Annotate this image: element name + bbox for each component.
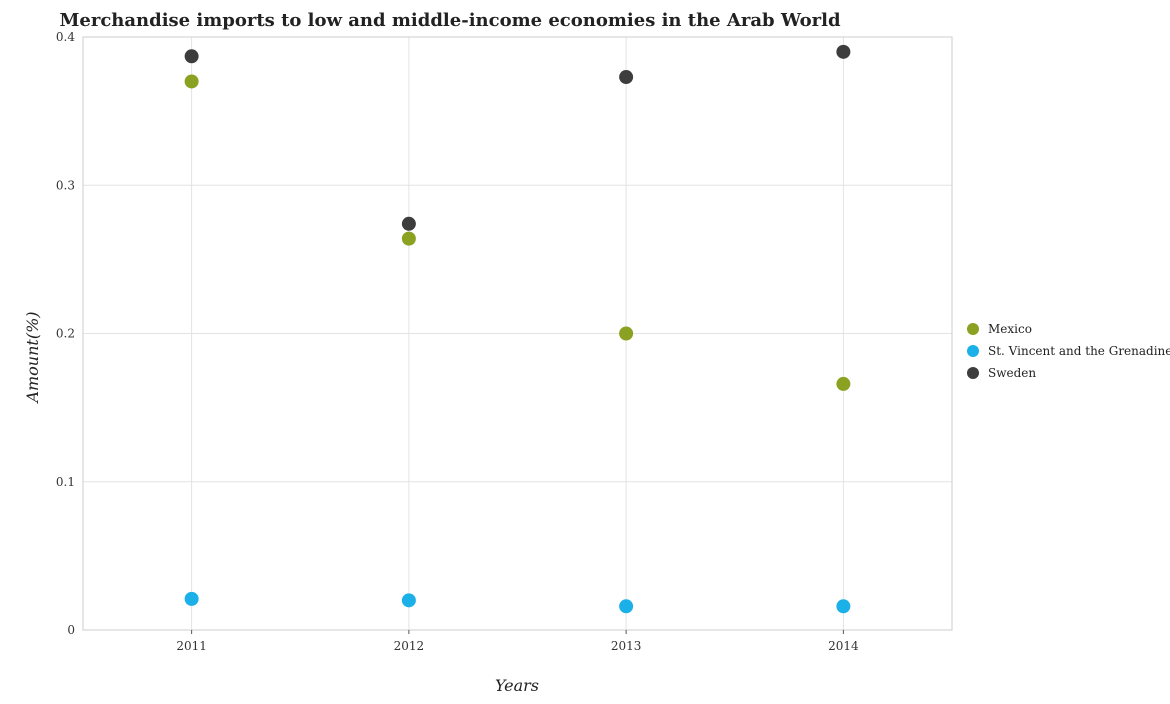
x-tick-label: 2014 [828,639,859,653]
y-axis-label: Amount(%) [23,311,42,404]
legend-label: St. Vincent and the Grenadines [988,344,1170,358]
y-tick-label: 0.3 [56,178,75,192]
legend-marker [967,323,979,335]
data-points [184,44,851,614]
chart-title: Merchandise imports to low and middle-in… [59,10,840,31]
tick-labels: 0 0.1 0.2 0.3 0.4 2011 2012 2013 2014 [56,30,859,653]
data-point-mexico [184,74,199,89]
data-point-sweden [401,216,416,231]
data-point-mexico [401,231,416,246]
legend-label: Sweden [988,366,1036,380]
x-tick-label: 2012 [394,639,425,653]
x-tick-label: 2011 [176,639,207,653]
data-point-sweden [184,49,199,64]
data-point-st-vincent-and-the-grenadines [184,591,199,606]
grid [83,36,952,631]
legend-label: Mexico [988,322,1032,336]
data-point-sweden [619,70,634,85]
y-tick-label: 0.2 [56,327,75,341]
legend-marker [967,345,979,357]
x-axis-label: Years [495,676,539,695]
plot-frame [82,36,953,631]
data-point-mexico [619,326,634,341]
data-point-st-vincent-and-the-grenadines [836,599,851,614]
y-tick-label: 0 [67,623,75,637]
legend: Mexico St. Vincent and the Grenadines Swed… [967,322,1170,380]
axes [82,36,953,634]
y-tick-label: 0.1 [56,475,75,489]
y-tick-label: 0.4 [56,30,75,44]
data-point-mexico [836,376,851,391]
data-point-st-vincent-and-the-grenadines [619,599,634,614]
x-tick-label: 2013 [611,639,642,653]
data-point-st-vincent-and-the-grenadines [401,593,416,608]
legend-marker [967,367,979,379]
data-point-sweden [836,44,851,59]
